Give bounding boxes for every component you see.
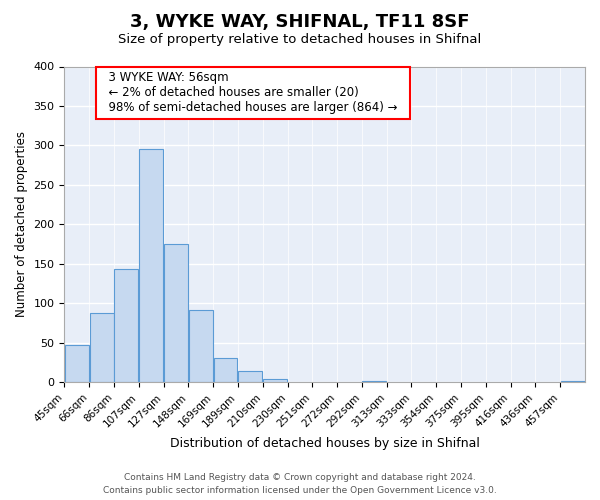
Y-axis label: Number of detached properties: Number of detached properties — [15, 132, 28, 318]
X-axis label: Distribution of detached houses by size in Shifnal: Distribution of detached houses by size … — [170, 437, 479, 450]
Bar — [263, 379, 287, 382]
Bar — [238, 371, 262, 382]
Bar — [65, 345, 89, 382]
Bar — [560, 380, 584, 382]
Text: 3, WYKE WAY, SHIFNAL, TF11 8SF: 3, WYKE WAY, SHIFNAL, TF11 8SF — [130, 12, 470, 30]
Bar — [89, 314, 113, 382]
Bar — [189, 310, 212, 382]
Bar — [139, 150, 163, 382]
Text: 3 WYKE WAY: 56sqm
  ← 2% of detached houses are smaller (20)
  98% of semi-detac: 3 WYKE WAY: 56sqm ← 2% of detached house… — [101, 71, 405, 114]
Bar — [164, 244, 188, 382]
Bar — [214, 358, 238, 382]
Text: Size of property relative to detached houses in Shifnal: Size of property relative to detached ho… — [118, 32, 482, 46]
Bar — [115, 270, 139, 382]
Bar — [362, 380, 386, 382]
Text: Contains HM Land Registry data © Crown copyright and database right 2024.
Contai: Contains HM Land Registry data © Crown c… — [103, 473, 497, 495]
